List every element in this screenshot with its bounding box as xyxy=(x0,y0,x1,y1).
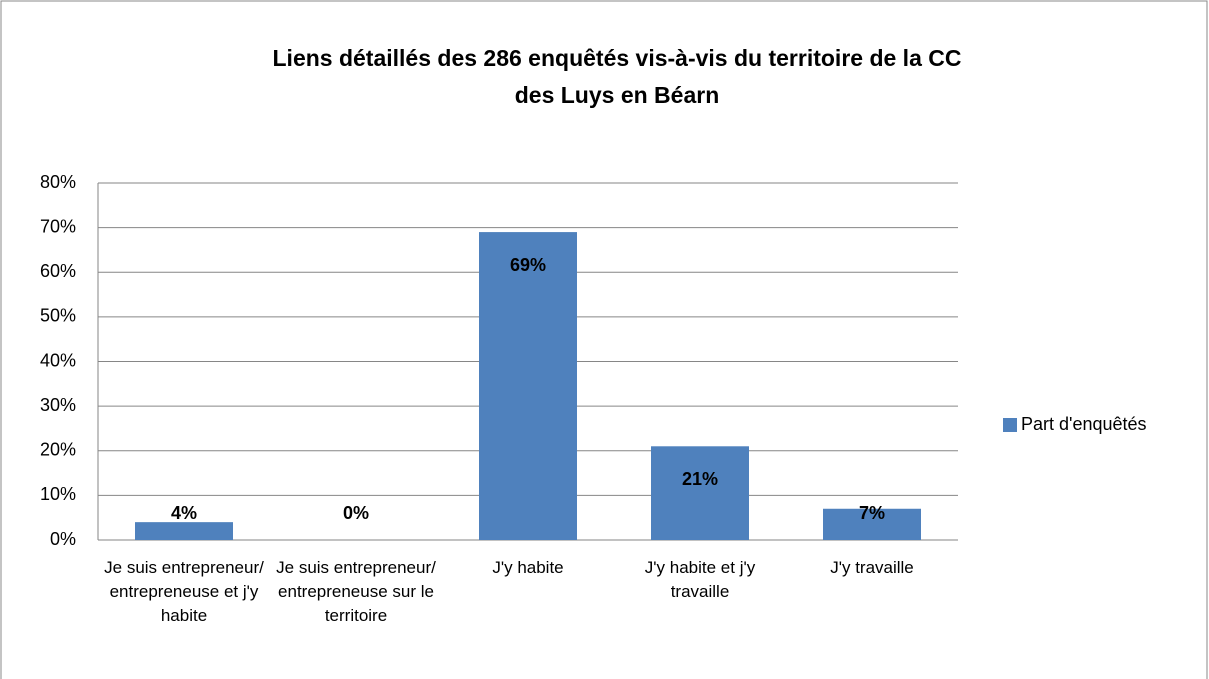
y-tick-label: 40% xyxy=(40,350,76,370)
x-tick-label: Je suis entrepreneur/ entrepreneuse sur … xyxy=(276,558,436,625)
chart-title: Liens détaillés des 286 enquêtés vis-à-v… xyxy=(272,45,962,108)
legend-label: Part d'enquêtés xyxy=(1021,414,1147,434)
x-tick-label: Je suis entrepreneur/ entrepreneuse et j… xyxy=(104,558,264,625)
bar xyxy=(651,446,749,540)
x-tick-label: J'y habite xyxy=(492,558,564,577)
legend-swatch xyxy=(1003,418,1017,432)
data-label: 0% xyxy=(343,503,369,523)
data-label: 21% xyxy=(682,469,718,489)
bar xyxy=(823,508,921,540)
x-tick-label: J'y travaille xyxy=(830,558,914,577)
bar xyxy=(479,232,577,540)
x-tick-label: J'y habite et j'y travaille xyxy=(644,558,756,601)
y-tick-label: 10% xyxy=(40,484,76,504)
bar xyxy=(135,522,233,540)
data-label: 69% xyxy=(510,255,546,275)
y-tick-label: 20% xyxy=(40,440,76,460)
y-tick-label: 30% xyxy=(40,395,76,415)
data-label: 7% xyxy=(859,503,885,523)
y-tick-label: 70% xyxy=(40,216,76,236)
y-tick-label: 50% xyxy=(40,306,76,326)
y-tick-label: 0% xyxy=(50,529,76,549)
data-label: 4% xyxy=(171,503,197,523)
y-tick-label: 80% xyxy=(40,172,76,192)
y-tick-label: 60% xyxy=(40,261,76,281)
